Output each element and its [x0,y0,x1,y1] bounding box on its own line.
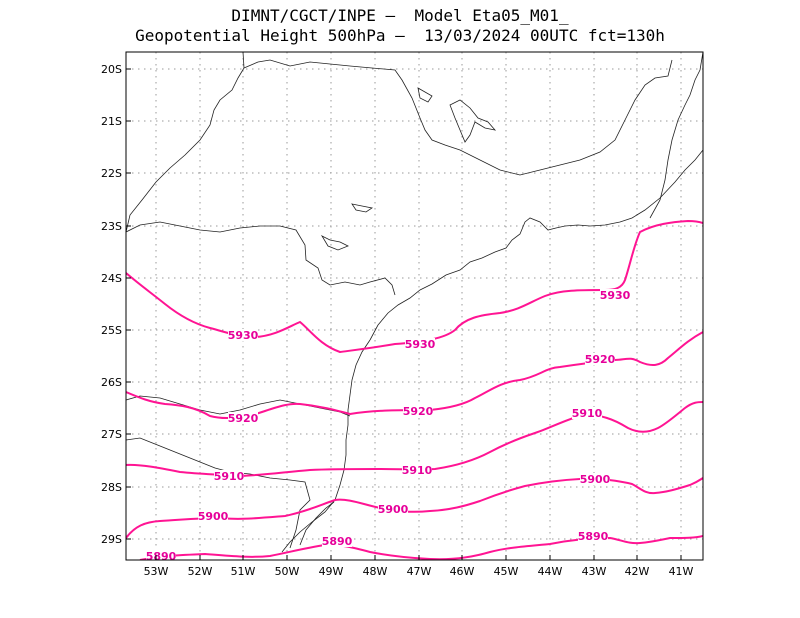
lat-tick-label: 20S [101,63,122,76]
contour-label-5890-c: 5890 [578,530,609,543]
lat-tick-label: 29S [101,533,122,546]
lon-tick-label: 42W [625,565,650,578]
contour-label-5910-b: 5910 [402,464,433,477]
contour-line-5890 [139,535,703,560]
contour-labels: 5930 5930 5930 5920 5920 5920 5910 5910 … [146,289,631,563]
border-argentina [126,437,311,549]
state-border-north [126,52,245,233]
lon-tick-label: 46W [450,565,475,578]
graticule [126,52,703,560]
contour-label-5920-b: 5920 [403,405,434,418]
lon-tick-label: 49W [319,565,344,578]
map-title-line-1: DIMNT/CGCT/INPE — Model Eta05_M01_ [231,6,569,25]
contour-label-5900-b: 5900 [378,503,409,516]
latitude-labels: 20S 21S 22S 23S 24S 25S 26S 27S 28S 29S [101,63,122,546]
lon-tick-label: 47W [407,565,432,578]
contour-label-5920-a: 5920 [228,412,259,425]
coastline-sc-rs [281,339,371,553]
lon-tick-label: 45W [494,565,519,578]
height-contours [126,219,703,560]
state-border-ms-sp [243,59,673,176]
lon-tick-label: 48W [363,565,388,578]
reservoir-1 [449,99,497,143]
contour-label-5910-c: 5910 [572,407,603,420]
lat-tick-label: 28S [101,481,122,494]
patos-lagoon [299,501,335,546]
map-title-line-2: Geopotential Height 500hPa — 13/03/2024 … [135,26,665,45]
reservoir-3 [320,235,349,251]
contour-line-5930 [126,219,703,354]
coastlines-and-borders [126,52,703,553]
axis-ticks [126,68,682,560]
lat-tick-label: 27S [101,428,122,441]
coastline-sp-rj [369,149,703,341]
lat-tick-label: 22S [101,167,122,180]
lat-tick-label: 21S [101,115,122,128]
lon-tick-label: 50W [275,565,300,578]
contour-line-5920 [126,331,703,420]
lat-tick-label: 24S [101,272,122,285]
contour-label-5910-a: 5910 [214,470,245,483]
contour-label-5930-a: 5930 [228,329,259,342]
contour-label-5930-c: 5930 [600,289,631,302]
lat-tick-label: 23S [101,220,122,233]
state-border-pr [126,221,396,296]
contour-label-5900-c: 5900 [580,473,611,486]
border-east [649,52,703,219]
contour-label-5900-a: 5900 [198,510,229,523]
reservoir-2 [417,87,433,103]
contour-label-5890-b: 5890 [322,535,353,548]
lon-tick-label: 52W [188,565,213,578]
contour-label-5930-b: 5930 [405,338,436,351]
map-frame [125,51,704,561]
longitude-labels: 53W 52W 51W 50W 49W 48W 47W 46W 45W 44W … [144,565,694,578]
lat-tick-label: 26S [101,376,122,389]
lon-tick-label: 51W [231,565,256,578]
lon-tick-label: 43W [582,565,607,578]
contour-label-5890-a: 5890 [146,550,177,563]
lat-tick-label: 25S [101,324,122,337]
reservoir-4 [351,203,374,213]
lon-tick-label: 41W [669,565,694,578]
contour-label-5920-c: 5920 [585,353,616,366]
lon-tick-label: 53W [144,565,169,578]
lon-tick-label: 44W [538,565,563,578]
